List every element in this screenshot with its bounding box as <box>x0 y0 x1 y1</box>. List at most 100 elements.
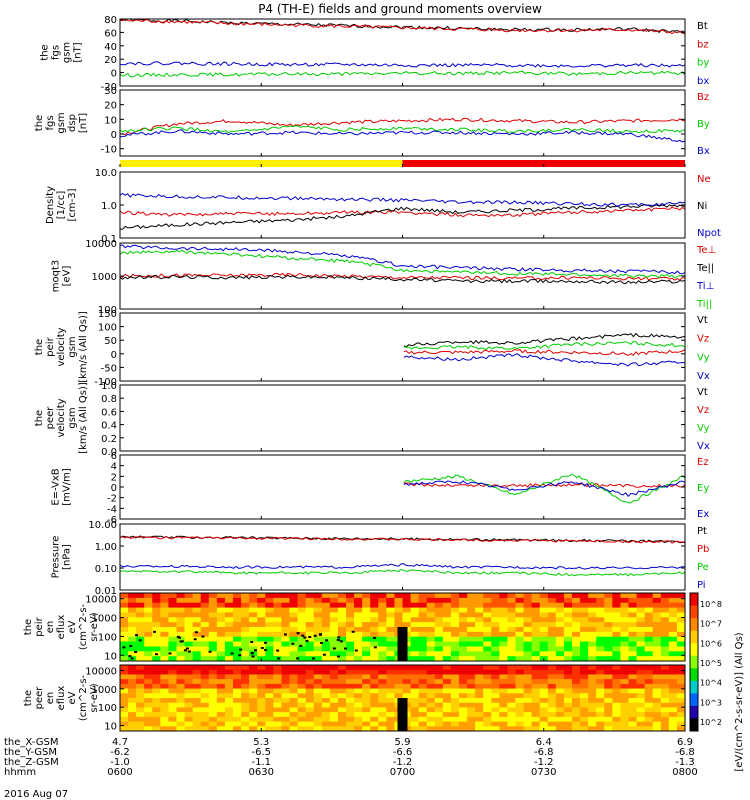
spectrogram-cell <box>410 707 420 713</box>
spectrogram-cell <box>668 622 678 628</box>
spectrogram-cell <box>297 707 307 713</box>
spectrogram-cell <box>628 656 638 662</box>
spectrogram-cell <box>668 712 678 718</box>
spectrogram-cell <box>636 602 646 609</box>
spectrogram-cell <box>628 641 638 647</box>
spectrogram-cell <box>160 721 169 727</box>
spectrogram-cell <box>394 622 403 628</box>
spectrogram-cell <box>273 698 282 704</box>
spectrogram-cell <box>200 612 210 618</box>
spectrogram-cell <box>200 721 210 727</box>
spectrogram-cell <box>128 627 137 633</box>
spectrogram-cell <box>128 641 137 647</box>
spectrogram-cell <box>491 651 500 657</box>
spectrogram-cell <box>652 651 662 657</box>
spectrogram-cell <box>499 721 508 727</box>
spectrogram-cell <box>346 646 355 652</box>
spectrogram-cell <box>216 665 226 671</box>
spectrogram-cell <box>297 602 307 609</box>
spectrogram-cell <box>208 597 218 604</box>
spectrogram-cell <box>483 627 492 633</box>
spectrogram-cell <box>249 712 258 718</box>
spectrogram-cell <box>555 636 565 643</box>
spectrogram-cell <box>289 707 299 713</box>
spectrogram-cell <box>620 622 629 628</box>
spectrogram-cell <box>450 707 460 713</box>
spectrogram-cell <box>136 712 145 718</box>
spectrogram-cell <box>515 683 525 690</box>
y-tick-label: 100 <box>98 703 117 714</box>
spectrogram-cell <box>580 698 589 704</box>
spectrogram-cell <box>644 679 654 685</box>
spectrogram-cell <box>668 627 678 633</box>
spectrogram-cell <box>547 721 557 727</box>
spectrogram-cell <box>636 593 646 599</box>
spectrogram-cell <box>362 688 371 694</box>
y-tick-label: -20 <box>101 82 117 93</box>
spectrogram-noise <box>373 646 377 649</box>
series-line-Ti⊥ <box>119 244 686 275</box>
spectrogram-cell <box>426 665 436 671</box>
spectrogram-cell <box>305 627 315 633</box>
spectrogram-cell <box>184 698 194 704</box>
spectrogram-cell <box>410 617 420 623</box>
spectrogram-cell <box>120 651 129 657</box>
spectrogram-cell <box>216 679 226 685</box>
spectrogram-cell <box>652 593 662 599</box>
spectrogram-cell <box>628 674 638 680</box>
spectrogram-cell <box>273 716 282 723</box>
spectrogram-cell <box>644 665 654 671</box>
spectrogram-cell <box>313 712 323 718</box>
spectrogram-cell <box>249 641 258 647</box>
spectrogram-cell <box>555 721 565 727</box>
spectrogram-cell <box>612 607 621 613</box>
spectrogram-cell <box>442 593 452 599</box>
x-row-value: -6.8 <box>675 747 695 758</box>
spectrogram-cell <box>321 702 331 708</box>
spectrogram-cell <box>337 631 347 638</box>
spectrogram-cell <box>668 707 678 713</box>
spectrogram-cell <box>152 597 161 604</box>
spectrogram-cell <box>216 683 226 690</box>
spectrogram-cell <box>297 636 307 643</box>
spectrogram-noise <box>154 653 158 656</box>
spectrogram-cell <box>329 636 339 643</box>
spectrogram-cell <box>354 698 363 704</box>
spectrogram-cell <box>628 651 638 657</box>
spectrogram-cell <box>676 674 686 680</box>
spectrogram-cell <box>120 679 129 685</box>
spectrogram-cell <box>636 679 646 685</box>
spectrogram-cell <box>273 665 282 671</box>
spectrogram-cell <box>192 679 202 685</box>
spectrogram-cell <box>531 627 541 633</box>
x-row-value: -1.1 <box>251 757 271 768</box>
spectrogram-noise <box>129 645 133 648</box>
spectrogram-cell <box>636 631 646 638</box>
x-row-value: 5.9 <box>395 737 411 748</box>
y-axis-label: gsm <box>56 112 67 133</box>
spectrogram-cell <box>208 698 218 704</box>
spectrogram-cell <box>644 693 654 699</box>
spectrogram-cell <box>337 602 347 609</box>
spectrogram-cell <box>144 597 153 604</box>
spectrogram-cell <box>200 726 210 732</box>
spectrogram-cell <box>467 641 476 647</box>
spectrogram-cell <box>668 674 678 680</box>
spectrogram-cell <box>588 716 597 723</box>
spectrogram-cell <box>580 665 589 671</box>
spectrogram-cell <box>249 602 258 609</box>
spectrogram-cell <box>321 669 331 675</box>
spectrogram-cell <box>523 607 533 613</box>
y-tick-label: 4 <box>111 462 117 473</box>
spectrogram-cell <box>402 617 412 623</box>
y-axis-label: the <box>23 619 34 635</box>
spectrogram-cell <box>136 669 145 675</box>
spectrogram-cell <box>305 646 315 652</box>
spectrogram-cell <box>216 669 226 675</box>
spectrogram-cell <box>362 721 371 727</box>
spectrogram-cell <box>152 712 161 718</box>
spectrogram-cell <box>644 669 654 675</box>
y-tick-label: 6 <box>111 451 117 462</box>
spectrogram-cell <box>475 627 484 633</box>
spectrogram-noise <box>313 634 317 637</box>
